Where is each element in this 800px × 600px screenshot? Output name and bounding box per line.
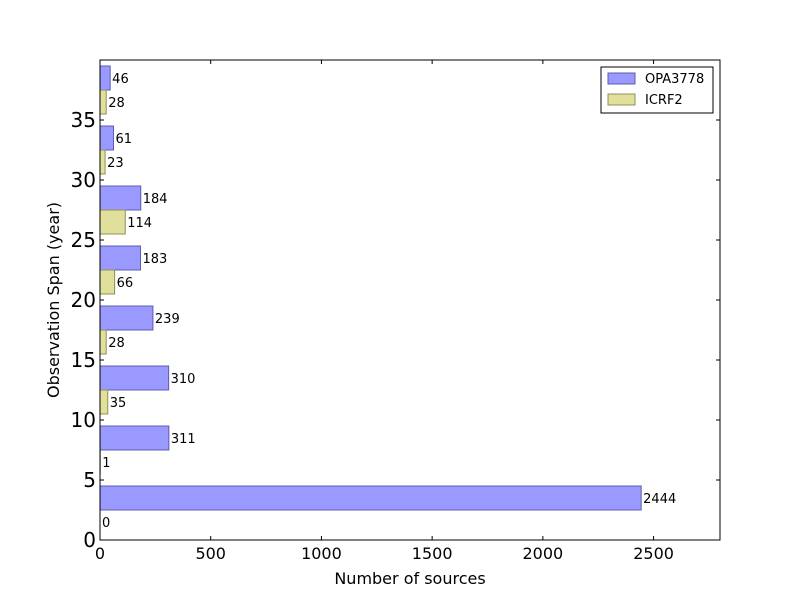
- bar-icrf2-10: [99, 389, 109, 415]
- data-label-icrf2-5: 1: [102, 456, 110, 471]
- plot-frame: [99, 59, 721, 541]
- bar-opa3778-20: [99, 245, 142, 271]
- y-tick-label-35: 35: [71, 108, 96, 132]
- data-labels-group: 2444 311 310 239 183 184 61 46 0 1 35 28 66 114 23 28: [102, 72, 676, 531]
- bar-icrf2-35: [99, 89, 107, 115]
- x-tick-label-0: 0: [95, 544, 105, 563]
- x-tick-label-2000: 2000: [522, 544, 563, 563]
- data-label-opa3778-30: 61: [116, 132, 133, 147]
- bar-opa3778-0: [99, 485, 642, 511]
- y-tick-label-25: 25: [71, 228, 96, 252]
- data-label-icrf2-0: 0: [102, 516, 110, 531]
- y-tick-label-20: 20: [71, 288, 96, 312]
- data-label-icrf2-15: 28: [108, 336, 125, 351]
- bars-group: [99, 65, 642, 511]
- data-label-opa3778-10: 310: [171, 372, 196, 387]
- bar-opa3778-15: [99, 305, 154, 331]
- data-label-icrf2-35: 28: [108, 96, 125, 111]
- y-tick-label-10: 10: [71, 408, 96, 432]
- bar-opa3778-25: [99, 185, 142, 211]
- y-axis-label: Observation Span (year): [44, 202, 63, 398]
- data-label-opa3778-25: 184: [143, 192, 168, 207]
- y-tick-label-0: 0: [83, 528, 96, 552]
- x-tick-label-2500: 2500: [633, 544, 674, 563]
- data-label-opa3778-35: 46: [112, 72, 129, 87]
- legend-swatch-opa3778: [607, 72, 636, 85]
- data-label-icrf2-25: 114: [127, 216, 152, 231]
- x-axis-label: Number of sources: [334, 569, 485, 588]
- bar-icrf2-20: [99, 269, 116, 295]
- legend-label-icrf2: ICRF2: [645, 93, 683, 108]
- x-tick-label-1500: 1500: [412, 544, 453, 563]
- legend: OPA3778 ICRF2: [600, 66, 714, 114]
- data-label-opa3778-20: 183: [143, 252, 168, 267]
- data-label-opa3778-0: 2444: [643, 492, 676, 507]
- y-tick-label-15: 15: [71, 348, 96, 372]
- bar-icrf2-30: [99, 149, 106, 175]
- data-label-icrf2-20: 66: [117, 276, 134, 291]
- data-label-icrf2-30: 23: [107, 156, 124, 171]
- x-tick-label-1000: 1000: [301, 544, 342, 563]
- data-label-opa3778-15: 239: [155, 312, 180, 327]
- legend-label-opa3778: OPA3778: [645, 72, 704, 87]
- data-label-icrf2-10: 35: [110, 396, 127, 411]
- bar-opa3778-35: [99, 65, 111, 91]
- legend-swatch-icrf2: [607, 93, 636, 106]
- x-ticks-group: 0 500 1000 1500 2000 2500: [95, 60, 674, 563]
- data-label-opa3778-5: 311: [171, 432, 196, 447]
- bar-opa3778-5: [99, 425, 170, 451]
- bar-opa3778-10: [99, 365, 170, 391]
- y-tick-label-30: 30: [71, 168, 96, 192]
- bar-opa3778-30: [99, 125, 115, 151]
- x-tick-label-500: 500: [195, 544, 226, 563]
- bar-icrf2-15: [99, 329, 107, 355]
- bar-icrf2-25: [99, 209, 126, 235]
- y-tick-label-5: 5: [83, 468, 96, 492]
